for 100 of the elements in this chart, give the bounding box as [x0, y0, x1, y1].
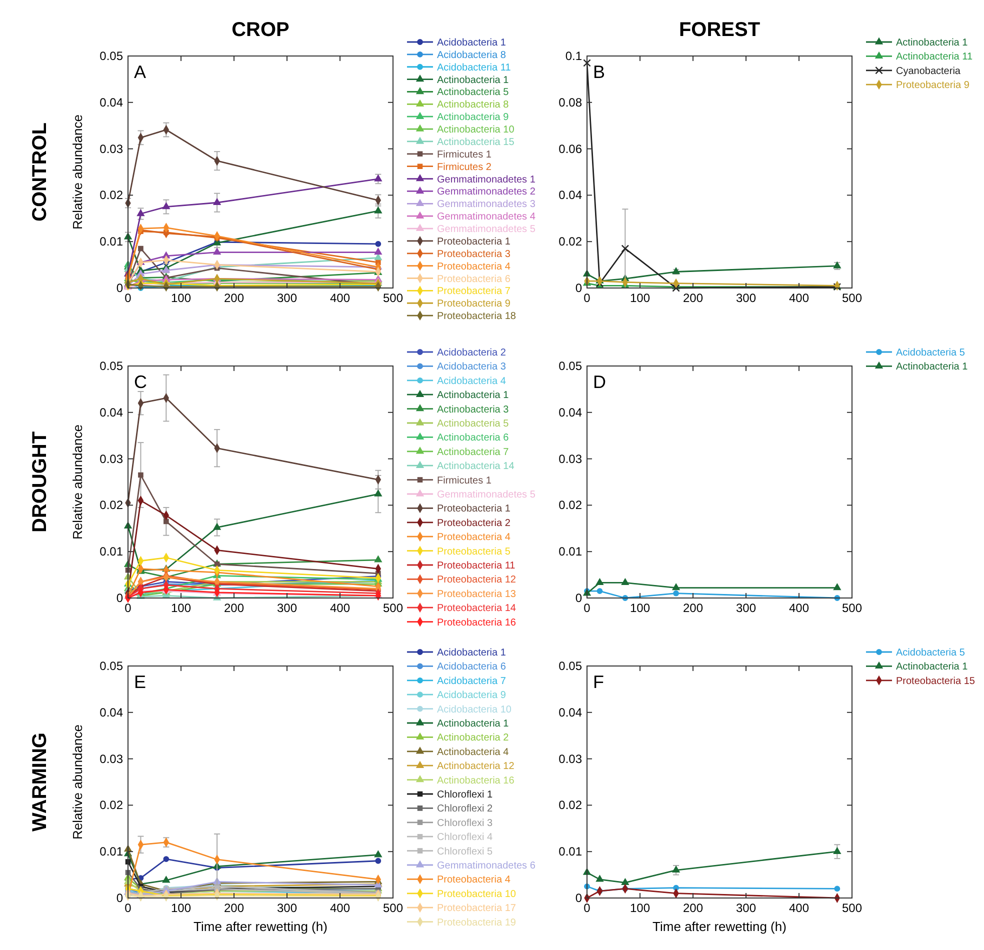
x-tick-label: 100	[170, 601, 192, 615]
legend-label: Actinobacteria 12	[437, 761, 515, 772]
legend-label: Gemmatimonadetes 2	[437, 186, 536, 198]
legend-label: Chloroflexi 2	[437, 804, 494, 815]
legend-label: Actinobacteria 15	[437, 136, 515, 148]
legend-label: Chloroflexi 3	[437, 818, 494, 829]
annotation: A	[134, 62, 146, 82]
x-tick-label: 100	[170, 291, 192, 305]
legend-label: Actinobacteria 8	[437, 100, 510, 111]
chart-title: CROP	[232, 19, 290, 41]
y-tick-label: 0.03	[558, 752, 582, 766]
y-tick-label: 0.02	[558, 498, 582, 512]
x-tick-label: 200	[682, 291, 704, 305]
x-tick-label: 200	[224, 901, 244, 915]
y-tick-label: 0.01	[558, 544, 582, 559]
x-tick-label: 400	[788, 601, 810, 615]
legend-label: Gemmatimonadetes 5	[437, 490, 536, 500]
y-axis-title: Relative abundance	[70, 424, 85, 540]
x-tick-label: 400	[330, 901, 350, 915]
x-tick-label: 100	[630, 291, 650, 305]
legend-label: Proteobacteria 7	[437, 286, 511, 298]
x-tick-label: 400	[788, 901, 810, 915]
legend-label: Acidobacteria 3	[437, 362, 506, 373]
legend-label: Proteobacteria 13	[437, 588, 516, 600]
legend-label: Proteobacteria 11	[437, 560, 516, 572]
y-tick-label: 0	[575, 891, 582, 905]
annotation: C	[134, 372, 147, 392]
legend-label: Proteobacteria 4	[437, 261, 511, 272]
y-tick-label: 0.02	[100, 188, 124, 202]
legend-label: Proteobacteria 14	[437, 603, 516, 614]
x-tick-label: 200	[682, 601, 704, 615]
legend-label: Gemmatimonadetes 3	[437, 199, 536, 210]
y-tick-label: 0.04	[100, 95, 124, 110]
y-tick-label: 0.04	[100, 705, 124, 720]
legend-label: Actinobacteria 4	[437, 746, 510, 758]
legend-label: Gemmatimonadetes 5	[437, 224, 536, 236]
y-tick-label: 0.04	[558, 405, 582, 420]
legend-label: Acidobacteria 5	[896, 348, 966, 358]
legend-label: Actinobacteria 3	[437, 404, 510, 416]
legend-label: Cyanobacteria	[896, 66, 961, 77]
legend-label: Acidobacteria 10	[437, 704, 512, 716]
legend-label: Proteobacteria 16	[437, 617, 516, 628]
legend-label: Actinobacteria 1	[896, 662, 968, 673]
y-tick-label: 0	[116, 591, 124, 605]
y-tick-label: 0	[116, 281, 124, 295]
legend-label: Actinobacteria 1	[437, 74, 510, 86]
legend-label: Firmicutes 1	[437, 475, 492, 486]
legend-label: Acidobacteria 1	[437, 38, 506, 48]
legend-label: Actinobacteria 7	[437, 446, 510, 458]
y-tick-label: 0.04	[100, 405, 124, 420]
annotation: D	[593, 372, 606, 392]
x-tick-label: 200	[682, 901, 704, 915]
annotation: F	[593, 672, 604, 692]
y-axis-title: Relative abundance	[70, 724, 85, 840]
legend-label: Proteobacteria 1	[437, 236, 511, 248]
y-tick-label: 0.05	[100, 49, 124, 63]
annotation: B	[593, 62, 606, 82]
legend-label: Actinobacteria 2	[437, 732, 510, 744]
x-tick-label: 0	[584, 601, 591, 615]
y-tick-label: 0	[116, 891, 124, 905]
x-tick-label: 300	[276, 291, 298, 305]
legend-label: Chloroflexi 1	[437, 790, 494, 800]
y-tick-label: 0.01	[558, 844, 582, 859]
x-tick-label: 500	[842, 901, 862, 915]
y-tick-label: 0.04	[558, 188, 582, 202]
x-tick-label: 500	[842, 601, 862, 615]
chart-title: FOREST	[678, 19, 760, 41]
legend-label: Actinobacteria 11	[896, 52, 973, 63]
x-tick-label: 0	[584, 901, 591, 915]
legend-label: Firmicutes 2	[437, 162, 492, 173]
y-tick-label: 0.08	[558, 95, 582, 110]
legend-label: Acidobacteria 5	[896, 648, 966, 658]
y-tick-label: 0.03	[100, 142, 124, 156]
legend-label: Acidobacteria 4	[437, 376, 506, 387]
x-tick-label: 500	[382, 901, 404, 915]
y-tick-label: 0.05	[558, 359, 582, 373]
legend-label: Acidobacteria 1	[437, 648, 506, 658]
legend-label: Actinobacteria 1	[437, 718, 510, 730]
x-tick-label: 300	[276, 601, 298, 615]
legend-label: Actinobacteria 10	[437, 124, 515, 136]
y-tick-label: 0	[575, 281, 582, 295]
legend-label: Proteobacteria 17	[437, 903, 516, 914]
x-tick-label: 500	[382, 291, 404, 305]
y-axis-title: Relative abundance	[70, 114, 85, 230]
legend-label: Proteobacteria 6	[437, 274, 511, 285]
y-tick-label: 0.03	[100, 752, 124, 766]
x-tick-label: 300	[736, 901, 756, 915]
x-tick-label: 0	[124, 901, 132, 915]
legend-label: Proteobacteria 9	[437, 298, 511, 310]
legend-label: Proteobacteria 9	[896, 80, 970, 92]
legend-label: Firmicutes 1	[437, 149, 492, 160]
text: CONTROL	[29, 122, 51, 222]
x-tick-label: 0	[124, 291, 132, 305]
legend-label: Acidobacteria 9	[437, 690, 506, 702]
x-axis-title: Time after rewetting (h)	[194, 919, 328, 934]
legend-label: Acidobacteria 2	[437, 348, 506, 358]
x-tick-label: 100	[630, 901, 650, 915]
legend-label: Chloroflexi 4	[437, 832, 494, 844]
y-tick-label: 0.03	[558, 452, 582, 466]
legend-label: Proteobacteria 5	[437, 546, 511, 558]
